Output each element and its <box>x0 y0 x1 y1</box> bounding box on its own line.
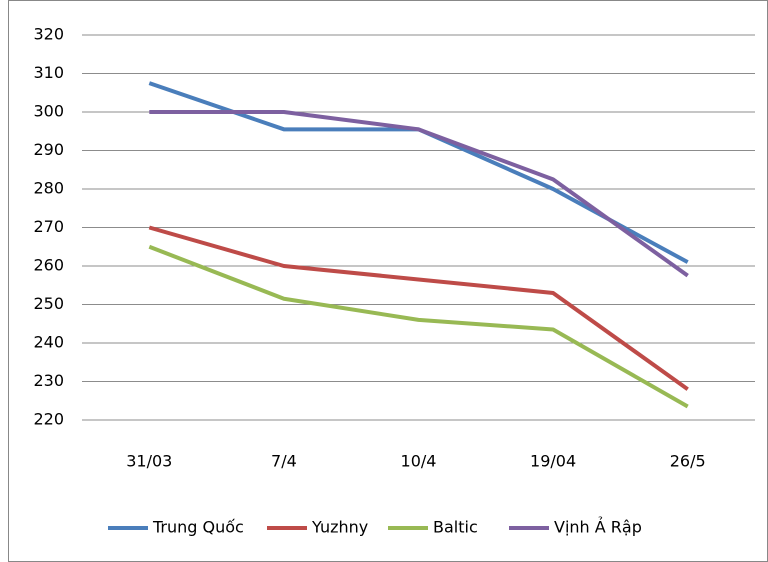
y-tick-label: 290 <box>33 140 64 159</box>
y-tick-label: 280 <box>33 179 64 198</box>
y-tick-label: 250 <box>33 294 64 313</box>
x-tick-label: 10/4 <box>401 452 437 471</box>
y-tick-label: 230 <box>33 371 64 390</box>
y-tick-label: 270 <box>33 217 64 236</box>
x-tick-label: 19/04 <box>530 452 576 471</box>
y-tick-label: 260 <box>33 256 64 275</box>
legend-label: Trung Quốc <box>152 518 244 537</box>
y-tick-label: 220 <box>33 410 64 429</box>
series-line <box>148 81 689 264</box>
y-tick-label: 300 <box>33 102 64 121</box>
chart-border <box>8 0 768 562</box>
legend-label: Yuzhny <box>311 518 368 537</box>
series-line <box>148 225 689 391</box>
x-tick-label: 7/4 <box>271 452 297 471</box>
series-line <box>148 244 689 409</box>
y-tick-label: 320 <box>33 25 64 44</box>
y-tick-label: 240 <box>33 333 64 352</box>
x-tick-label: 26/5 <box>670 452 706 471</box>
series-line <box>149 110 689 278</box>
y-tick-label: 310 <box>33 63 64 82</box>
legend-label: Vịnh Ả Rập <box>554 517 642 537</box>
legend-label: Baltic <box>433 518 478 537</box>
x-tick-label: 31/03 <box>126 452 172 471</box>
